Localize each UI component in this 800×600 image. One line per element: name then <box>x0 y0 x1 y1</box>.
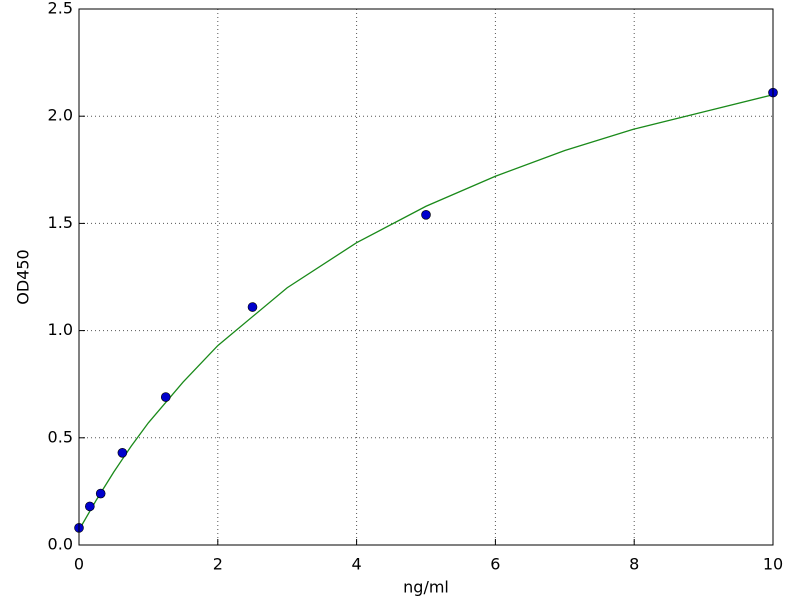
fit-curve <box>78 94 774 531</box>
x-tick-label: 2 <box>213 555 223 574</box>
data-point <box>421 210 431 220</box>
x-tick-label: 6 <box>490 555 500 574</box>
x-axis-label: ng/ml <box>403 578 449 597</box>
y-tick-label: 0.5 <box>48 427 73 446</box>
data-point <box>95 488 106 499</box>
x-tick-label: 4 <box>352 555 362 574</box>
y-tick-label: 1.0 <box>48 320 73 339</box>
y-axis-label: OD450 <box>14 249 33 304</box>
x-tick-label: 0 <box>74 555 84 574</box>
y-tick-label: 1.5 <box>48 213 73 232</box>
x-tick-label: 8 <box>629 555 639 574</box>
y-tick-label: 2.5 <box>48 0 73 18</box>
y-tick-label: 2.0 <box>48 106 73 125</box>
data-point <box>247 302 258 312</box>
data-point <box>117 448 128 458</box>
data-point <box>85 501 95 512</box>
y-tick-label: 0.0 <box>48 535 73 554</box>
plot-frame <box>78 8 774 546</box>
x-tick-label: 10 <box>763 555 783 574</box>
data-point <box>160 392 171 402</box>
